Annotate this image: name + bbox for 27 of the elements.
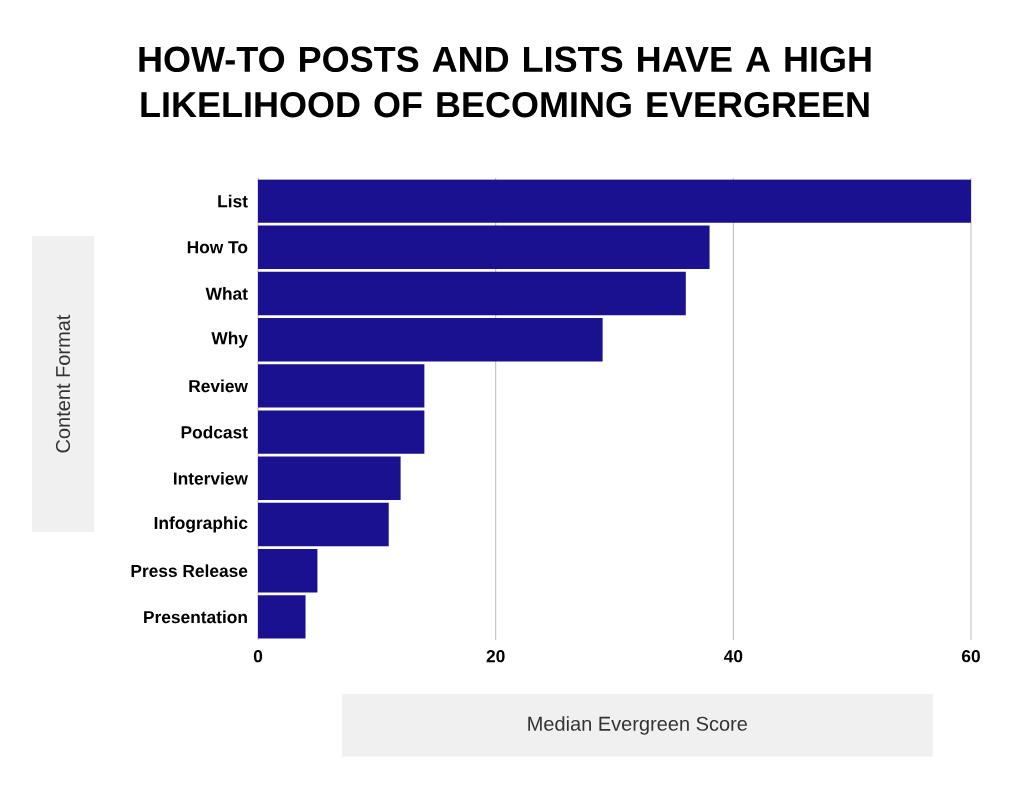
bar: [258, 225, 710, 270]
x-tick-label: 60: [961, 650, 980, 663]
bar: [258, 456, 401, 501]
bar: [258, 502, 389, 547]
x-tick-label: 20: [486, 650, 505, 663]
y-axis-title: Content Format: [55, 314, 71, 453]
y-tick-label: Review: [189, 379, 248, 393]
y-tick-label: Infographic: [154, 516, 248, 533]
y-tick-label: Press Release: [131, 564, 248, 578]
x-tick-label: 0: [253, 650, 263, 663]
bar: [258, 595, 306, 639]
bar: [258, 364, 425, 408]
chart-title: HOW-TO POSTS AND LISTS HAVE A HIGH LIKELIHOOD OF BECOMING EVERGREEN: [139, 46, 871, 118]
y-tick-label: Presentation: [144, 610, 247, 624]
bar: [258, 548, 318, 593]
y-tick-label: Why: [211, 331, 248, 348]
y-tick-label: What: [205, 287, 248, 300]
bar: [258, 271, 686, 316]
y-tick-label: Interview: [173, 471, 248, 485]
x-tick-label: 40: [723, 650, 743, 663]
bar: [258, 410, 425, 454]
y-tick-label: List: [218, 194, 248, 208]
y-tick-label: How To: [187, 241, 248, 254]
bar: [258, 179, 971, 223]
bar: [258, 317, 603, 362]
x-axis-title: Median Evergreen Score: [528, 716, 747, 735]
y-tick-label: Podcast: [181, 425, 248, 439]
